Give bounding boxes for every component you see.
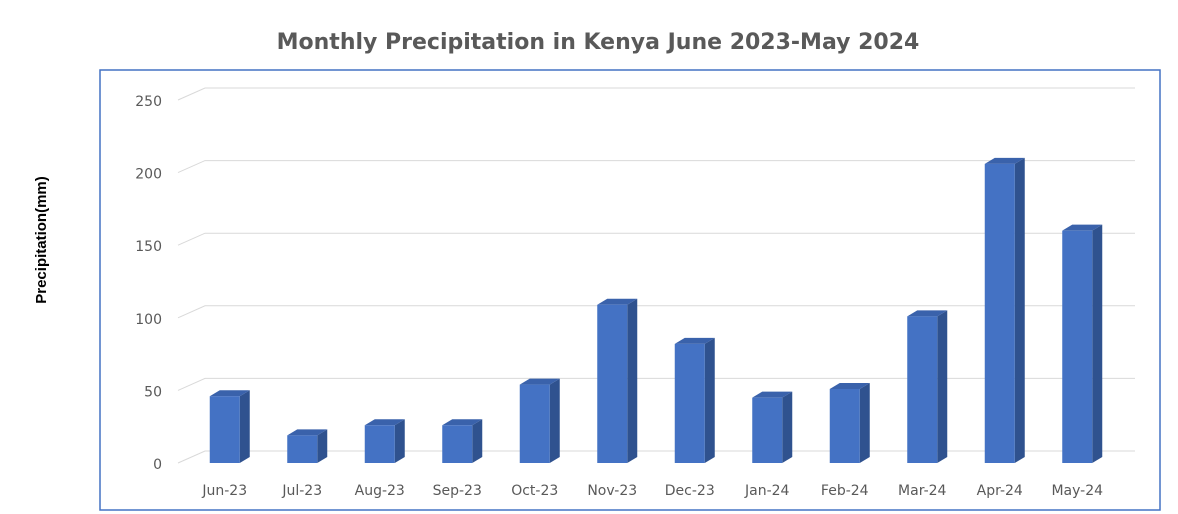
grid-line [177,305,1135,319]
bar [674,343,705,463]
bar [984,163,1015,463]
bar-top [519,378,560,385]
bar-side [394,419,405,463]
bar-side [239,390,250,463]
grid-line [177,160,1135,174]
grid-line [177,450,1135,464]
y-axis-label: Precipitation(mm) [33,176,50,304]
x-tick-label: Jun-23 [201,483,247,499]
bar-side [1014,157,1025,463]
y-tick-label: 0 [153,457,162,473]
bar [907,316,938,463]
x-tick-label: Aug-23 [355,483,405,499]
bar-side [782,391,793,463]
y-tick-label: 50 [144,384,162,400]
x-tick-label: Nov-23 [587,483,637,499]
bar [752,397,783,463]
grid-line [177,377,1135,391]
bar-side [704,337,715,463]
y-tick-label: 250 [135,94,162,110]
grid-line [177,87,1135,101]
chart-title: Monthly Precipitation in Kenya June 2023… [277,30,920,55]
bar-side [549,378,560,463]
bar-side [937,310,948,463]
x-tick-label: Jan-24 [744,483,790,499]
bar-side [1092,224,1103,463]
bar [829,388,860,463]
x-tick-label: Feb-24 [821,483,869,499]
bar-top [1062,224,1103,231]
bar-top [674,337,715,344]
bar [519,384,550,463]
x-tick-label: Mar-24 [898,483,946,499]
bar-top [442,419,483,426]
bar-side [859,382,870,463]
bar-top [597,298,638,305]
bar-top [287,429,328,436]
bar-side [472,419,483,463]
bar [209,396,240,463]
y-tick-label: 200 [135,167,162,183]
bar-side [317,429,328,463]
x-tick-label: Dec-23 [665,483,715,499]
bar [442,425,473,463]
bar [287,435,318,463]
bar [597,304,628,463]
bar-top [984,157,1025,164]
x-tick-label: Sep-23 [433,483,482,499]
y-tick-label: 100 [135,312,162,328]
bar [1062,230,1093,463]
bar-top [209,390,250,397]
y-tick-label: 150 [135,239,162,255]
grid-line [177,232,1135,246]
bar [364,425,395,463]
bar-top [829,382,870,389]
plot-frame [99,69,1161,511]
bar-top [752,391,793,398]
x-tick-label: Oct-23 [511,483,558,499]
x-tick-label: May-24 [1051,483,1103,499]
bar-side [627,298,638,463]
x-tick-label: Apr-24 [977,483,1023,499]
bar-top [907,310,948,317]
x-tick-label: Jul-23 [281,483,322,499]
bar-top [364,419,405,426]
